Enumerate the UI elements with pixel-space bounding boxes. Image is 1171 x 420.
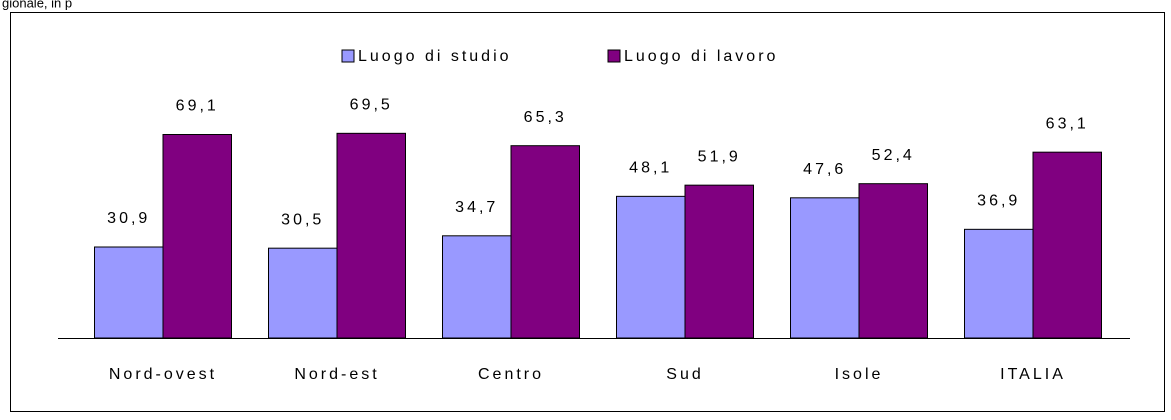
- data-label: 63,1: [1046, 115, 1089, 132]
- caption: gionale, in p: [2, 0, 72, 10]
- data-label: 69,1: [176, 98, 219, 115]
- bar: [336, 132, 406, 339]
- legend-swatch: [607, 49, 621, 63]
- x-tick-label: ITALIA: [1000, 366, 1066, 383]
- bar: [684, 184, 754, 339]
- bar: [94, 246, 164, 339]
- bar: [858, 183, 928, 339]
- bar: [1032, 151, 1102, 339]
- data-label: 36,9: [977, 193, 1020, 210]
- x-tick-label: Sud: [666, 366, 703, 383]
- x-tick-label: Nord-est: [294, 366, 379, 383]
- bar: [442, 235, 512, 339]
- data-label: 34,7: [455, 199, 498, 216]
- data-label: 65,3: [524, 109, 567, 126]
- bar: [510, 145, 580, 339]
- bar: [162, 134, 232, 339]
- data-label: 47,6: [803, 161, 846, 178]
- data-label: 30,9: [107, 210, 150, 227]
- x-tick-label: Nord-ovest: [109, 366, 217, 383]
- data-label: 69,5: [350, 97, 393, 114]
- bar: [268, 247, 338, 339]
- data-label: 30,5: [281, 211, 324, 228]
- x-tick-label: Isole: [835, 366, 884, 383]
- bar: [964, 228, 1034, 339]
- bar: [790, 197, 860, 339]
- legend-label: Luogo di lavoro: [624, 48, 778, 65]
- legend-label: Luogo di studio: [358, 48, 512, 65]
- chart-frame: [10, 12, 1165, 412]
- legend-swatch: [341, 49, 355, 63]
- x-tick-label: Centro: [478, 366, 544, 383]
- bar: [616, 195, 686, 339]
- data-label: 51,9: [698, 148, 741, 165]
- data-label: 48,1: [629, 160, 672, 177]
- data-label: 52,4: [872, 147, 915, 164]
